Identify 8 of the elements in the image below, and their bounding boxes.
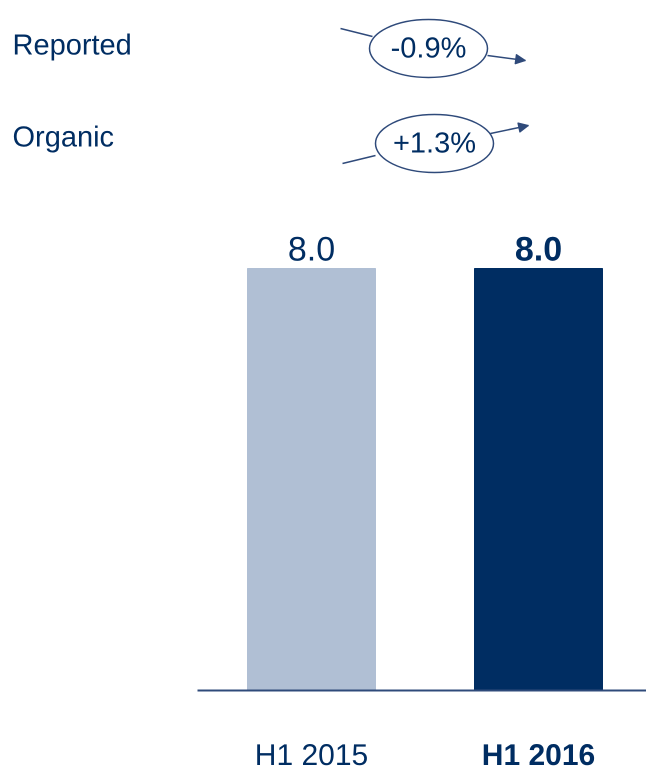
text: Reported bbox=[12, 30, 132, 62]
text: Organic bbox=[12, 122, 114, 154]
text: -0.9% bbox=[390, 32, 466, 64]
data-label: 8.0 bbox=[514, 230, 562, 268]
x-tick-label: H1 2016 bbox=[482, 739, 596, 772]
data-label: 8.0 bbox=[288, 230, 336, 268]
x-tick-label: H1 2015 bbox=[254, 739, 368, 772]
text: +1.3% bbox=[392, 128, 476, 160]
